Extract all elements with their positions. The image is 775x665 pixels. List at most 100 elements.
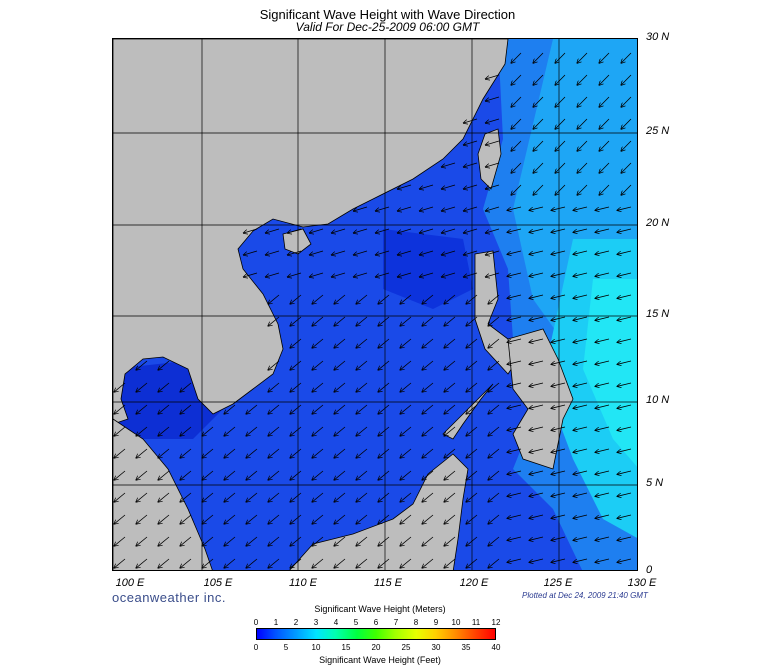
wave-arrow <box>488 382 500 392</box>
wave-arrow <box>180 470 192 480</box>
lon-label: 100 E <box>115 577 145 589</box>
wave-arrow <box>290 536 302 546</box>
wave-arrow <box>507 558 522 562</box>
brand-logo: oceanweather inc. <box>112 590 227 605</box>
wave-arrow <box>617 426 632 430</box>
wave-arrow <box>224 470 236 480</box>
wave-arrow <box>577 184 588 195</box>
wave-arrow <box>224 536 236 546</box>
wave-arrow <box>378 470 390 480</box>
wave-arrow <box>158 382 170 392</box>
wave-arrow <box>555 162 566 173</box>
wave-arrow <box>398 272 412 277</box>
wave-arrow <box>617 470 632 474</box>
wave-arrow <box>617 316 632 320</box>
wave-arrow <box>334 470 346 480</box>
lat-label: 10 N <box>646 394 670 406</box>
wave-height-map <box>112 38 638 571</box>
wave-arrow <box>488 492 500 502</box>
plotted-timestamp: Plotted at Dec 24, 2009 21:40 GMT <box>522 591 648 600</box>
wave-arrow <box>444 426 456 436</box>
wave-arrow <box>290 338 302 348</box>
wave-arrow <box>442 184 456 189</box>
wave-arrow <box>202 558 214 568</box>
wave-arrow <box>617 250 632 254</box>
wave-arrow <box>422 492 434 502</box>
wave-arrow <box>422 470 434 480</box>
wave-arrow <box>595 360 610 364</box>
wave-arrow <box>312 448 324 458</box>
wave-arrow <box>356 382 368 392</box>
wave-arrow <box>378 536 390 546</box>
wave-arrow <box>158 470 170 480</box>
feet-tick: 0 <box>253 643 259 652</box>
wave-arrow <box>529 492 544 496</box>
wave-arrow <box>356 448 368 458</box>
wave-arrow <box>577 162 588 173</box>
wave-arrow <box>617 206 632 210</box>
wave-arrow <box>180 514 192 524</box>
wave-arrow <box>486 272 500 277</box>
wave-arrow <box>312 470 324 480</box>
wave-arrow <box>555 118 566 129</box>
wave-arrow <box>486 206 500 211</box>
wave-arrow <box>577 52 588 63</box>
wave-arrow <box>422 294 434 304</box>
wave-arrow <box>400 338 412 348</box>
wave-arrow <box>180 492 192 502</box>
wave-arrow <box>464 250 478 255</box>
wave-arrow <box>511 184 522 195</box>
wave-arrow <box>224 492 236 502</box>
wave-arrow <box>488 514 500 524</box>
wave-arrow <box>180 404 192 414</box>
wave-arrow <box>595 404 610 408</box>
wave-arrow <box>444 448 456 458</box>
wave-arrow <box>466 426 478 436</box>
wave-arrow <box>466 470 478 480</box>
wave-arrow <box>529 426 544 430</box>
wave-arrow <box>555 140 566 151</box>
wave-arrow <box>551 294 566 298</box>
wave-arrow <box>356 536 368 546</box>
wave-arrow <box>114 448 126 458</box>
wave-arrow <box>488 536 500 546</box>
wave-arrow <box>551 514 566 518</box>
wave-arrow <box>356 338 368 348</box>
wave-arrow <box>158 448 170 458</box>
wave-arrow <box>312 404 324 414</box>
wave-arrow <box>595 272 610 276</box>
wave-arrow <box>334 338 346 348</box>
wave-arrow <box>442 162 456 167</box>
wave-arrow <box>573 272 588 276</box>
wave-arrow <box>529 228 544 232</box>
wave-arrow <box>136 470 148 480</box>
wave-arrow <box>114 470 126 480</box>
wave-arrow <box>356 316 368 326</box>
wave-arrow <box>202 536 214 546</box>
wave-arrow <box>533 96 544 107</box>
wave-arrow <box>507 514 522 518</box>
meter-tick: 7 <box>393 618 399 627</box>
wave-arrow <box>400 470 412 480</box>
wave-arrow <box>422 382 434 392</box>
wave-arrow <box>420 250 434 255</box>
wave-arrow <box>356 426 368 436</box>
wave-arrow <box>573 294 588 298</box>
wave-arrow <box>595 448 610 452</box>
meter-tick: 9 <box>433 618 439 627</box>
wave-arrow <box>595 492 610 496</box>
wave-arrow <box>244 250 258 255</box>
feet-tick: 20 <box>371 643 381 652</box>
wave-arrow <box>378 404 390 414</box>
wave-arrow <box>246 426 258 436</box>
wave-arrow <box>617 492 632 496</box>
wave-arrow <box>334 382 346 392</box>
wave-arrow <box>268 536 280 546</box>
wave-arrow <box>268 514 280 524</box>
wave-arrow <box>422 448 434 458</box>
wave-arrow <box>466 294 478 304</box>
wave-arrow <box>312 426 324 436</box>
wave-arrow <box>398 184 412 189</box>
wave-arrow <box>466 492 478 502</box>
wave-arrow <box>398 228 412 233</box>
